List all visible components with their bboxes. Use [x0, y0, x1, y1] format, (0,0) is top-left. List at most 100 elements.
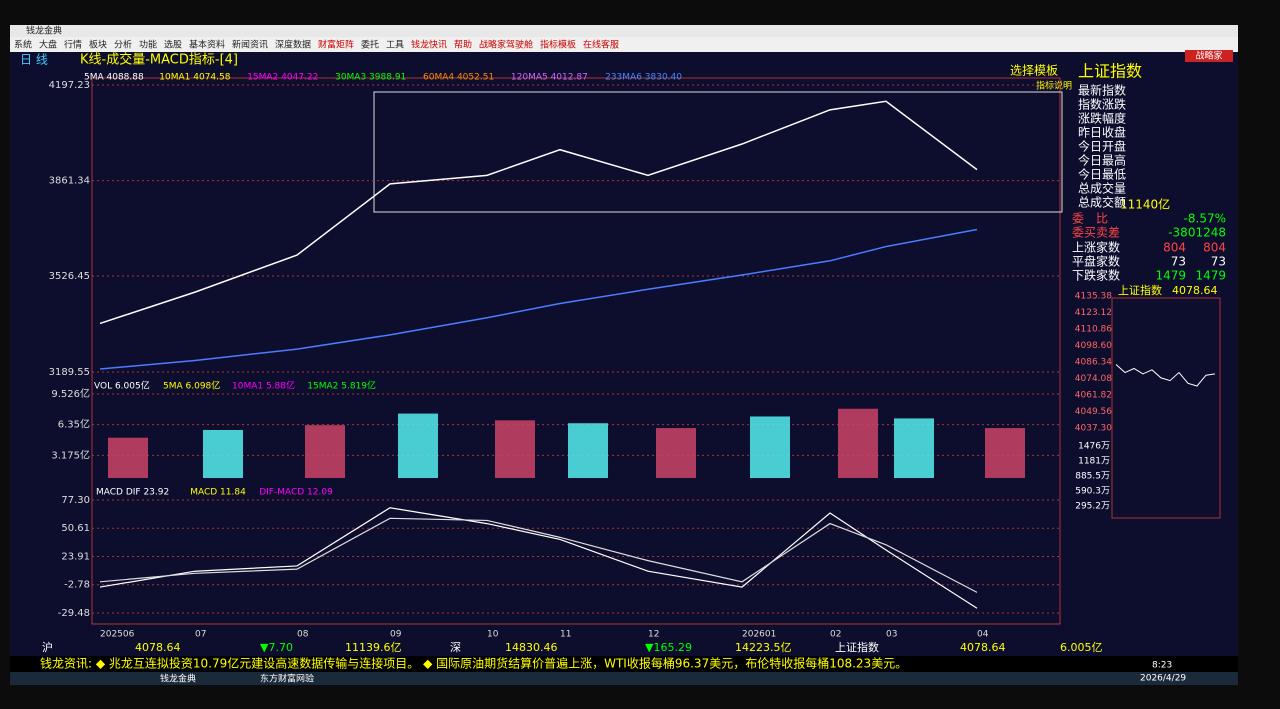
x-tick-label: 11	[560, 630, 571, 640]
count-cell: 804	[1163, 241, 1186, 255]
order-label: 委买卖差	[1072, 226, 1120, 240]
menu-item[interactable]: 战略家驾驶舱	[479, 39, 533, 51]
y-tick-label: 4197.23	[49, 80, 90, 91]
quote-label: 指数涨跌	[1078, 97, 1126, 112]
y-tick-label: 3861.34	[49, 176, 90, 187]
menu-item[interactable]: 深度数据	[275, 39, 311, 51]
menu-item[interactable]: 钱龙快讯	[411, 39, 447, 51]
volume-bar	[305, 425, 345, 478]
quote-label: 总成交量	[1078, 181, 1126, 196]
menu-item[interactable]: 基本资料	[189, 39, 225, 51]
count-cell: 1479	[1155, 269, 1186, 283]
menu-item[interactable]: 板块	[89, 39, 107, 51]
quote-label: 昨日收盘	[1078, 125, 1126, 140]
mini-vol-tick: 1476万	[1078, 442, 1110, 452]
x-tick-label: 04	[977, 630, 989, 640]
x-tick-label: 08	[297, 630, 309, 640]
y-tick-label: 3526.45	[49, 271, 90, 282]
volume-bar	[568, 423, 608, 478]
y-tick-label: 3.175亿	[51, 448, 90, 461]
volume-bar	[985, 428, 1025, 478]
vol-label: 10MA1 5.88亿	[232, 380, 295, 392]
menu-item[interactable]: 选股	[164, 39, 182, 51]
status-item: 11139.6亿	[345, 641, 402, 654]
count-cell: 下跌家数	[1072, 268, 1120, 283]
x-tick-label: 09	[390, 630, 402, 640]
brand-box	[1185, 50, 1233, 62]
ma-label: 60MA4 4052.51	[423, 73, 494, 83]
quote-label: 最新指数	[1078, 83, 1126, 98]
vol-label: VOL 6.005亿	[94, 380, 150, 392]
y-tick-label: 3189.55	[49, 367, 90, 378]
title-bar	[10, 25, 1238, 37]
status-item: 6.005亿	[1060, 641, 1103, 654]
status-item: ▼165.29	[645, 641, 692, 654]
quote-label: 今日最高	[1078, 153, 1126, 168]
mini-tick: 4110.86	[1075, 325, 1112, 335]
menu-bar	[10, 37, 1238, 52]
taskbar-app[interactable]: 钱龙金典	[160, 673, 196, 685]
mini-vol-tick: 295.2万	[1075, 502, 1110, 512]
mini-title: 上证指数	[1118, 283, 1162, 297]
status-item: 沪	[42, 640, 53, 654]
status-item: 深	[450, 641, 461, 654]
mini-frame	[1111, 297, 1221, 519]
template[interactable]: 选择模板	[1010, 64, 1058, 78]
window-title: 钱龙金典	[26, 25, 62, 37]
count-cell: 804	[1203, 241, 1226, 255]
status-item: 4078.64	[135, 641, 181, 654]
ma-label: 10MA1 4074.58	[159, 73, 230, 83]
count-cell: 73	[1211, 255, 1226, 269]
date: 2026/4/29	[1140, 674, 1186, 684]
status-item: 4078.64	[960, 641, 1006, 654]
turnover: 11140亿	[1120, 197, 1170, 212]
order-value: -3801248	[1168, 226, 1226, 240]
menu-item[interactable]: 在线客服	[583, 39, 619, 51]
news-bar	[10, 656, 1238, 672]
menu-item[interactable]: 指标模板	[540, 39, 576, 51]
menu-item[interactable]: 新闻资讯	[232, 39, 268, 51]
volume-bar	[750, 416, 790, 478]
menu-item[interactable]: 功能	[139, 39, 157, 51]
mini-tick: 4135.38	[1075, 292, 1112, 302]
ma-label: 15MA2 4047.22	[247, 73, 318, 83]
mini-tick: 4098.60	[1075, 341, 1112, 351]
status-item: 14830.46	[505, 641, 558, 654]
x-tick-label: 202506	[100, 630, 135, 640]
mini-vol-tick: 1181万	[1078, 457, 1110, 467]
price-line	[99, 100, 978, 325]
macd-label: MACD 11.84	[190, 488, 246, 498]
menu-item[interactable]: 行情	[64, 39, 82, 51]
help[interactable]: 指标说明	[1036, 80, 1072, 92]
y-tick-label: 23.91	[61, 552, 90, 563]
mini-vol-tick: 590.3万	[1075, 487, 1110, 497]
menu-item[interactable]: 大盘	[39, 39, 57, 51]
x-tick-label: 03	[886, 630, 897, 640]
quote-label: 今日最低	[1078, 167, 1126, 182]
menu-item[interactable]: 工具	[386, 40, 404, 51]
price-line	[99, 228, 978, 370]
mini-tick: 4061.82	[1075, 391, 1112, 401]
y-tick-label: -2.78	[64, 580, 90, 591]
order-label: 委 比	[1072, 212, 1108, 226]
count-cell: 平盘家数	[1072, 254, 1120, 269]
volume-bar	[656, 428, 696, 478]
news: 钱龙资讯: ◆ 兆龙互连拟投资10.79亿元建设高速数据传输与连接项目。 ◆ 国…	[40, 656, 907, 671]
status-item: 上证指数	[835, 640, 879, 654]
taskbar-app[interactable]: 东方财富网验	[260, 673, 314, 685]
ma-label: 30MA3 3988.91	[335, 73, 406, 83]
menu-item[interactable]: 帮助	[454, 39, 472, 51]
volume-bar	[108, 437, 148, 478]
macd-label: DIF-MACD 12.09	[259, 488, 333, 498]
quote-label: 总成交额	[1078, 195, 1126, 210]
selection-box	[373, 91, 1063, 213]
x-tick-label: 202601	[742, 630, 776, 640]
mini-tick: 4123.12	[1075, 308, 1112, 318]
mini-value: 4078.64	[1172, 284, 1218, 297]
menu-item[interactable]: 系统	[14, 39, 32, 51]
menu-item[interactable]: 分析	[114, 39, 132, 51]
menu-item[interactable]: 委托	[361, 39, 379, 51]
menu-item[interactable]: 财富矩阵	[318, 39, 354, 51]
volume-bar	[894, 418, 934, 478]
